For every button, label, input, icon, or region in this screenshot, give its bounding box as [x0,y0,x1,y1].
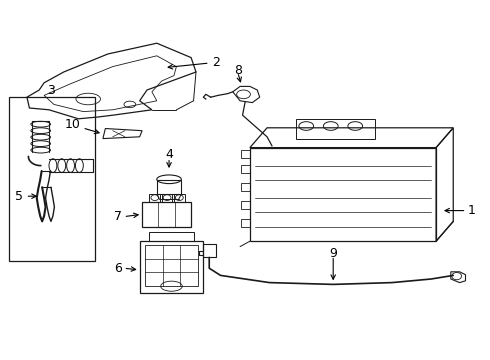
Bar [296,119,375,139]
Bar [174,194,185,202]
Text: 5: 5 [15,190,23,203]
Text: 7: 7 [114,210,122,223]
Text: 8: 8 [234,64,242,77]
Bar [149,194,160,202]
Bar [9,97,95,261]
Text: 4: 4 [165,148,173,161]
Text: 2: 2 [212,57,220,69]
Text: 9: 9 [329,247,337,260]
Bar [250,148,436,241]
Bar [203,244,216,257]
Text: 6: 6 [114,262,122,275]
Bar [162,194,172,202]
Text: 3: 3 [48,84,55,97]
Bar [241,165,250,173]
Text: 1: 1 [468,204,476,217]
Bar [140,241,203,293]
Bar [241,219,250,227]
Bar [241,183,250,191]
Bar [241,201,250,209]
Bar [149,232,194,241]
Bar [145,245,198,286]
Bar [142,202,191,227]
Text: 10: 10 [65,118,81,131]
Bar [241,150,250,158]
Bar [157,180,181,194]
